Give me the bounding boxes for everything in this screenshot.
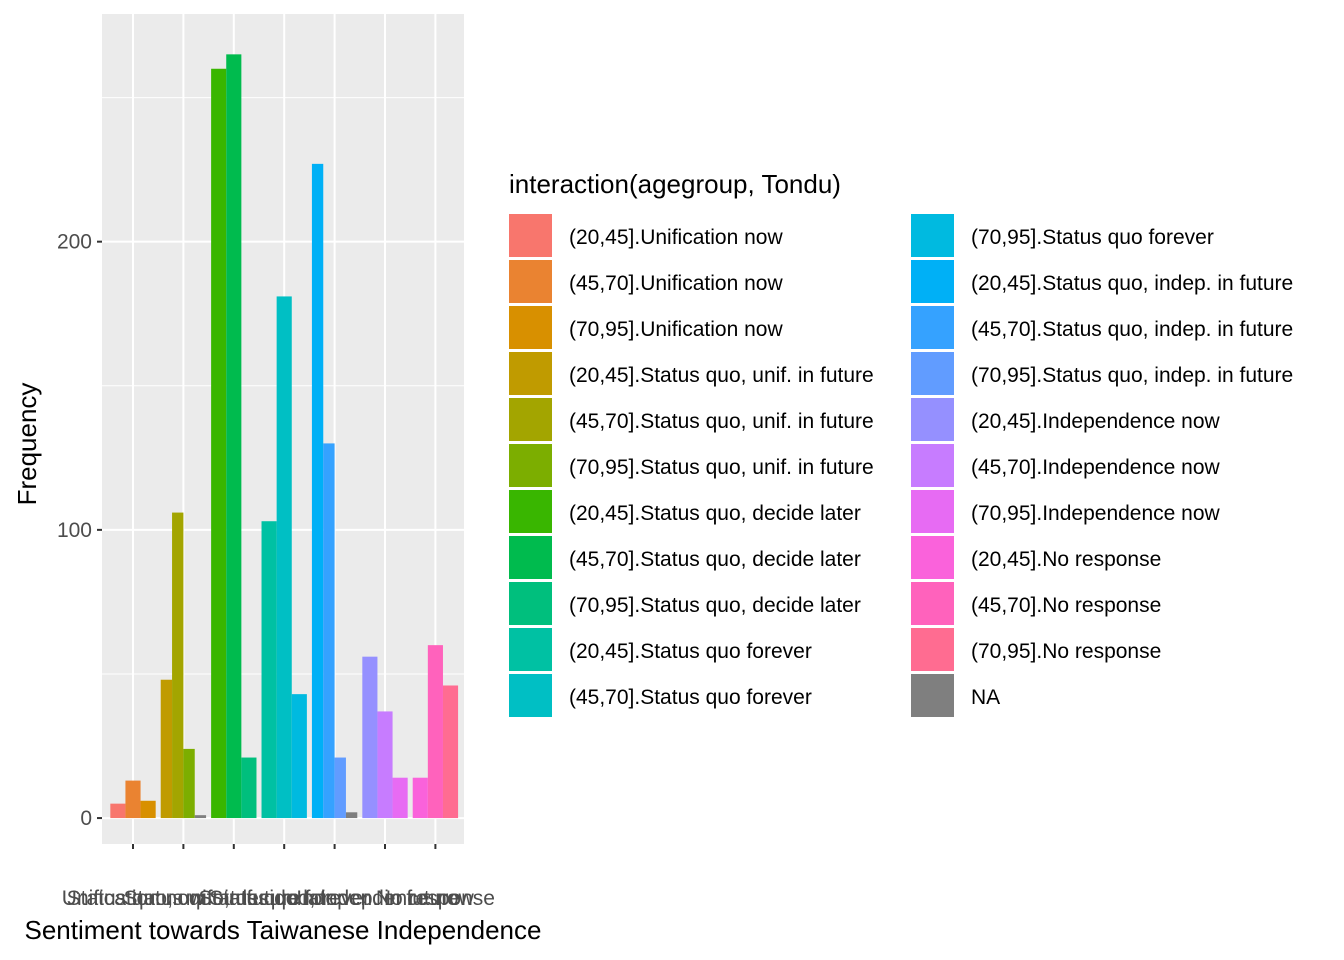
y-axis-title: Frequency <box>12 383 42 506</box>
legend-items: (20,45].Unification now (45,70].Unificati… <box>509 214 1293 717</box>
legend-key <box>509 214 552 257</box>
legend-label: (45,70].Independence now <box>971 456 1221 479</box>
legend-key <box>509 674 552 717</box>
legend: interaction(agegroup, Tondu) (20,45].Uni… <box>509 169 1293 717</box>
legend-label: (45,70].No response <box>971 594 1161 617</box>
legend-key <box>911 260 954 303</box>
bar <box>160 679 173 819</box>
y-tick-label: 0 <box>80 807 92 830</box>
x-tick-label: Status quo, unif. in future <box>67 887 300 910</box>
bar <box>362 656 378 819</box>
legend-label: (45,70].Unification now <box>569 272 783 295</box>
legend-label: (70,95].No response <box>971 640 1161 663</box>
legend-label: (70,95].Status quo, unif. in future <box>569 456 874 479</box>
legend-key <box>911 628 954 671</box>
legend-key <box>509 398 552 441</box>
x-tick-label: No response <box>376 887 495 910</box>
legend-key <box>911 490 954 533</box>
bar <box>345 812 358 819</box>
legend-label: (70,95].Independence now <box>971 502 1221 525</box>
legend-key <box>911 306 954 349</box>
bar <box>110 803 126 819</box>
y-tick-label: 200 <box>57 231 92 254</box>
bars <box>110 54 459 819</box>
bar <box>311 163 324 819</box>
bar <box>334 757 346 819</box>
bar <box>241 757 257 819</box>
legend-label: (45,70].Status quo, indep. in future <box>971 318 1293 341</box>
bar <box>140 800 156 819</box>
x-tick-label: Unification now <box>62 887 205 910</box>
legend-label: (70,95].Status quo, indep. in future <box>971 364 1293 387</box>
legend-label: (70,95].Unification now <box>569 318 783 341</box>
legend-label: (45,70].Status quo, decide later <box>569 548 861 571</box>
bar <box>261 521 277 819</box>
bar <box>377 711 393 819</box>
legend-label: (20,45].Status quo forever <box>569 640 812 663</box>
legend-key <box>509 306 552 349</box>
bar <box>291 694 307 819</box>
x-tick-label: Status quo, indep. in future <box>209 887 460 910</box>
bar <box>442 685 459 819</box>
x-axis-title: Sentiment towards Taiwanese Independence <box>25 915 542 945</box>
legend-label: (45,70].Status quo, unif. in future <box>569 410 874 433</box>
bar <box>125 780 141 819</box>
bar <box>183 748 195 819</box>
legend-title: interaction(agegroup, Tondu) <box>509 169 841 199</box>
legend-key <box>509 582 552 625</box>
y-axis: 0 100 200 <box>57 231 102 830</box>
legend-key <box>509 536 552 579</box>
x-tick-label: Status quo, decide later <box>123 887 344 910</box>
legend-label: (20,45].Unification now <box>569 226 783 249</box>
bar <box>172 512 184 819</box>
legend-label: NA <box>971 686 1000 709</box>
bar <box>427 645 443 819</box>
bar <box>194 815 207 819</box>
legend-key <box>509 352 552 395</box>
bar <box>226 54 242 819</box>
legend-key <box>509 490 552 533</box>
bar <box>211 68 227 819</box>
legend-label: (20,45].No response <box>971 548 1161 571</box>
legend-key <box>509 628 552 671</box>
legend-label: (20,45].Status quo, decide later <box>569 502 861 525</box>
legend-key <box>911 444 954 487</box>
bar <box>412 777 428 819</box>
legend-label: (20,45].Status quo, unif. in future <box>569 364 874 387</box>
legend-key <box>911 582 954 625</box>
legend-label: (20,45].Status quo, indep. in future <box>971 272 1293 295</box>
bar <box>276 296 292 819</box>
bar <box>323 443 335 819</box>
legend-label: (70,95].Status quo, decide later <box>569 594 861 617</box>
bar <box>392 777 408 819</box>
legend-key <box>911 398 954 441</box>
legend-key <box>911 352 954 395</box>
legend-key <box>911 536 954 579</box>
legend-label: (45,70].Status quo forever <box>569 686 812 709</box>
plot-panel <box>102 14 464 844</box>
legend-label: (70,95].Status quo forever <box>971 226 1214 249</box>
legend-key <box>509 260 552 303</box>
legend-key <box>509 444 552 487</box>
legend-key <box>911 674 954 717</box>
legend-label: (20,45].Independence now <box>971 410 1221 433</box>
legend-key <box>911 214 954 257</box>
x-tick-label: Independence now <box>296 887 474 910</box>
x-tick-label: Status quo forever <box>198 887 370 910</box>
y-tick-label: 100 <box>57 519 92 542</box>
